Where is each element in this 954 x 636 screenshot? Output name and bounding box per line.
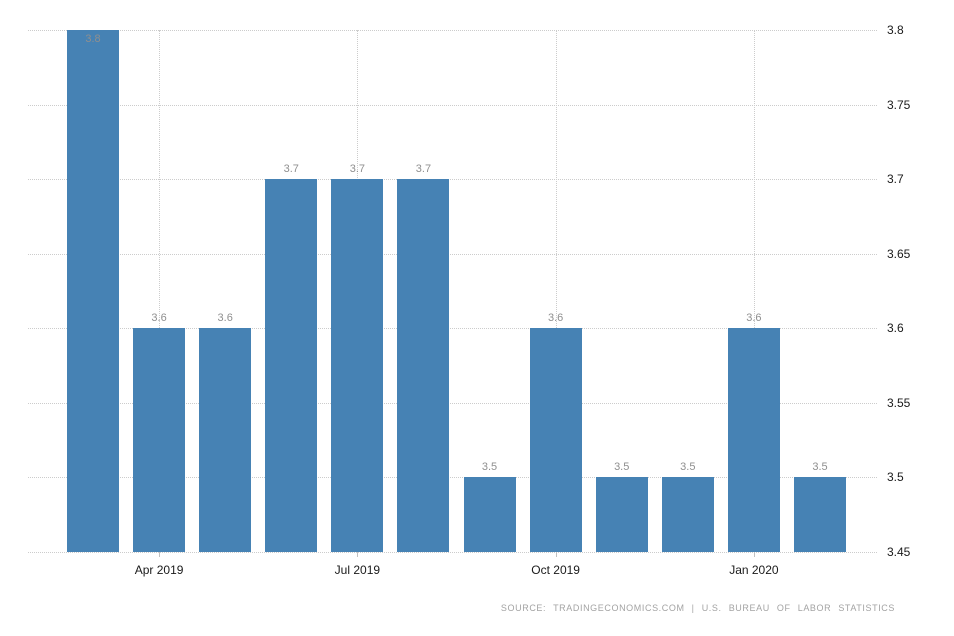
bar[interactable] <box>331 179 384 552</box>
bar-value-label: 3.6 <box>217 312 233 325</box>
y-axis-tick-label: 3.5 <box>887 470 904 485</box>
gridline-horizontal <box>28 328 877 330</box>
bar-value-label: 3.7 <box>415 163 432 176</box>
bar-value-label: 3.6 <box>547 312 564 325</box>
gridline-horizontal <box>28 477 877 479</box>
gridline-horizontal <box>28 104 877 106</box>
gridline-vertical <box>159 30 161 552</box>
bar[interactable] <box>793 477 846 552</box>
gridline-horizontal <box>28 30 877 31</box>
gridline-vertical <box>555 30 557 552</box>
bar-value-label: 3.8 <box>85 33 101 45</box>
bar-value-label: 3.7 <box>349 163 365 176</box>
bar[interactable] <box>661 477 714 552</box>
bar-value-label: 3.5 <box>680 461 696 474</box>
plot-area: 3.8 3.6 3.6 3.7 3.7 3.7 3.5 3.6 3.5 3.5 3.6 3.5 <box>28 30 877 553</box>
gridline-horizontal <box>28 402 877 404</box>
x-axis-tick-mark <box>357 552 359 557</box>
bar[interactable] <box>727 328 780 552</box>
x-axis-tick-mark <box>753 552 755 557</box>
gridline-vertical <box>753 30 755 552</box>
bar[interactable] <box>595 477 648 552</box>
y-axis-tick-label: 3.75 <box>887 97 911 112</box>
bar[interactable] <box>67 30 119 552</box>
bar-value-label: 3.7 <box>283 163 299 176</box>
bar[interactable] <box>397 179 450 552</box>
bar-value-label: 3.5 <box>481 461 498 474</box>
x-axis-tick-mark <box>159 552 161 557</box>
bar-value-label: 3.6 <box>746 312 762 325</box>
x-axis-tick-label: Jan 2020 <box>729 563 779 577</box>
y-axis-tick-label: 3.65 <box>887 246 911 261</box>
bar[interactable] <box>463 477 516 552</box>
y-axis-tick-label: 3.6 <box>887 321 904 336</box>
bar-value-label: 3.5 <box>614 461 630 474</box>
x-axis-tick-label: Apr 2019 <box>134 563 184 577</box>
gridline-horizontal <box>28 552 877 553</box>
source-attribution: SOURCE: TRADINGECONOMICS.COM | U.S. BURE… <box>500 603 895 613</box>
bar[interactable] <box>529 328 582 552</box>
x-axis-tick-label: Oct 2019 <box>531 563 580 577</box>
x-axis-tick-mark <box>555 552 557 557</box>
bar-value-label: 3.6 <box>151 312 167 325</box>
gridline-horizontal <box>28 253 877 255</box>
y-axis-tick-label: 3.45 <box>887 545 911 559</box>
bar[interactable] <box>265 179 318 552</box>
gridline-horizontal <box>28 179 877 181</box>
y-axis-tick-label: 3.8 <box>887 23 904 37</box>
bar[interactable] <box>199 328 252 552</box>
y-axis-tick-label: 3.55 <box>887 395 911 410</box>
y-axis-tick-label: 3.7 <box>887 172 904 187</box>
x-axis-tick-label: Jul 2019 <box>334 563 381 577</box>
bar[interactable] <box>133 328 186 552</box>
bar-value-label: 3.5 <box>812 461 828 474</box>
